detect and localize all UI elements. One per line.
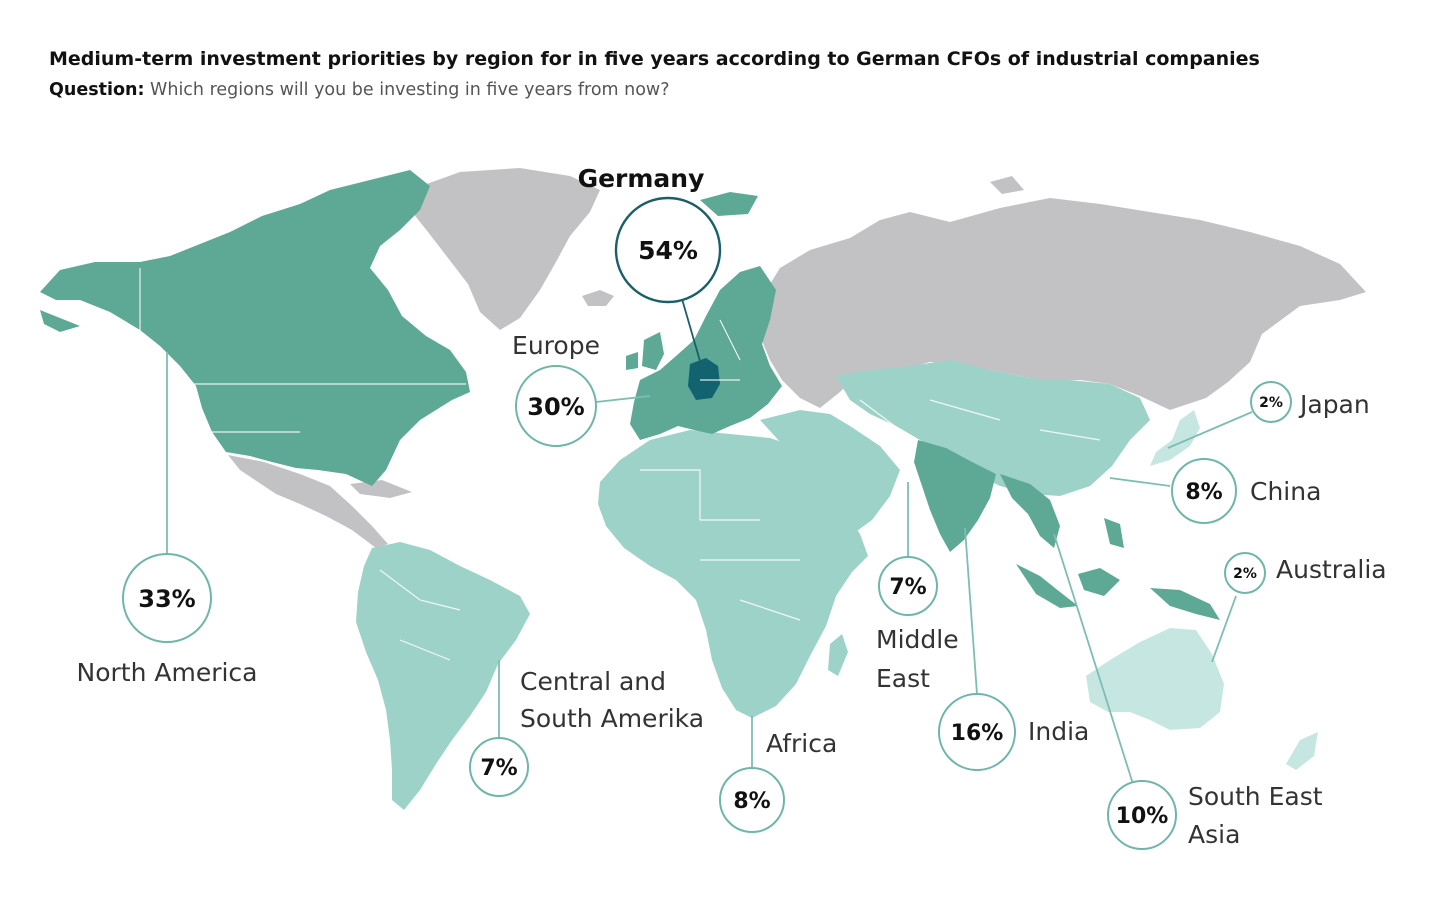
- south-east-asia-mainland: [1000, 474, 1060, 548]
- madagascar: [828, 634, 848, 676]
- south-america: [356, 542, 530, 810]
- india: [914, 440, 996, 552]
- bubble-china: [1171, 458, 1237, 524]
- label-middle-east-line2: East: [876, 664, 930, 693]
- china-central-asia: [836, 360, 1150, 496]
- label-africa: Africa: [766, 729, 837, 758]
- bubble-india: [938, 693, 1016, 771]
- value-middle-east: 7%: [889, 575, 926, 600]
- bubble-germany: [614, 196, 722, 304]
- value-china: 8%: [1185, 480, 1222, 505]
- label-australia: Australia: [1276, 555, 1387, 584]
- bubble-australia: [1224, 552, 1266, 594]
- caribbean: [350, 480, 412, 498]
- canadian-arctic-islands: [200, 194, 376, 262]
- bubble-north-america: [122, 553, 212, 643]
- alaska-chain: [40, 310, 80, 332]
- leader-china: [1109, 477, 1171, 487]
- value-north-america: 33%: [138, 585, 195, 613]
- label-north-america: North America: [77, 658, 258, 687]
- value-germany: 54%: [638, 236, 698, 265]
- leader-japan: [1167, 411, 1253, 449]
- chart-title: Medium-term investment priorities by reg…: [49, 48, 1260, 70]
- indonesia: [1016, 518, 1220, 620]
- label-south-east-asia-line2: Asia: [1188, 820, 1240, 849]
- leader-germany: [679, 291, 703, 369]
- bubble-south-east-asia: [1107, 780, 1177, 850]
- label-japan: Japan: [1298, 390, 1370, 419]
- label-china: China: [1250, 477, 1321, 506]
- value-australia: 2%: [1233, 566, 1257, 582]
- africa: [598, 430, 868, 718]
- leader-india: [964, 527, 978, 695]
- middle-east: [760, 410, 900, 536]
- value-india: 16%: [951, 721, 1004, 746]
- value-south-america: 7%: [480, 756, 517, 781]
- value-japan: 2%: [1259, 395, 1283, 411]
- leader-australia: [1211, 595, 1237, 663]
- label-middle-east-line1: Middle: [876, 625, 959, 654]
- value-europe: 30%: [527, 393, 584, 421]
- greenland: [410, 168, 600, 330]
- british-isles: [626, 332, 664, 370]
- value-africa: 8%: [733, 789, 770, 814]
- iceland: [582, 290, 614, 306]
- svalbard: [700, 192, 758, 216]
- arctic-islands: [870, 176, 1024, 246]
- chart-question: Question: Which regions will you be inve…: [49, 80, 670, 100]
- new-zealand: [1286, 732, 1318, 770]
- bubble-europe: [515, 365, 597, 447]
- label-south-america-line2: South Amerika: [520, 704, 704, 733]
- bubble-south-america: [469, 737, 529, 797]
- north-america: [40, 170, 470, 486]
- label-germany: Germany: [578, 164, 705, 193]
- leader-europe: [595, 395, 651, 403]
- leader-south-east-asia: [1053, 533, 1134, 785]
- bubble-africa: [719, 767, 785, 833]
- label-india: India: [1028, 717, 1089, 746]
- australia: [1086, 628, 1224, 730]
- label-europe: Europe: [512, 331, 600, 360]
- question-label: Question:: [49, 80, 145, 100]
- value-south-east-asia: 10%: [1116, 804, 1169, 829]
- central-america: [228, 455, 388, 548]
- russia: [760, 198, 1366, 410]
- europe: [630, 266, 782, 440]
- germany: [688, 358, 720, 400]
- label-south-america-line1: Central and: [520, 667, 666, 696]
- japan: [1150, 410, 1200, 466]
- country-borders: [139, 268, 1101, 661]
- question-text: Which regions will you be investing in f…: [150, 80, 670, 100]
- bubble-middle-east: [878, 556, 938, 616]
- bubble-japan: [1250, 381, 1292, 423]
- label-south-east-asia-line1: South East: [1188, 782, 1323, 811]
